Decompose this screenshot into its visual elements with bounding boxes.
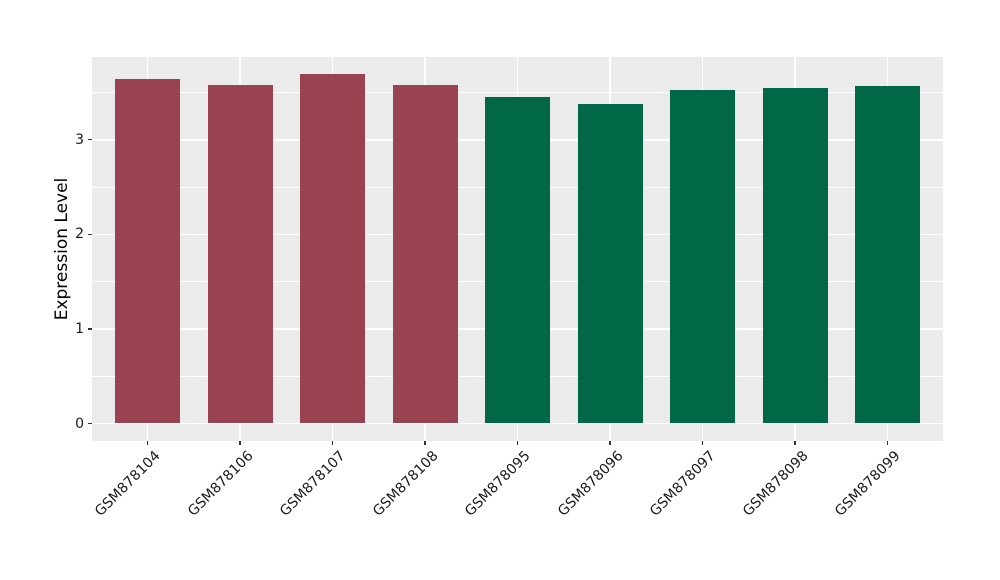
x-tick-mark bbox=[609, 441, 611, 445]
x-tick-mark bbox=[701, 441, 704, 445]
x-tick-mark bbox=[886, 441, 889, 445]
y-tick-mark bbox=[88, 139, 92, 141]
x-tick-mark bbox=[516, 441, 519, 445]
bar-GSM878104 bbox=[115, 79, 180, 424]
x-tick-mark bbox=[146, 441, 149, 445]
y-tick-label: 1 bbox=[75, 320, 84, 337]
x-tick-label: GSM878097 bbox=[647, 448, 719, 520]
x-tick-label: GSM878106 bbox=[184, 448, 257, 520]
bar-GSM878107 bbox=[300, 74, 365, 424]
x-tick-mark bbox=[794, 441, 796, 445]
y-axis-title: Expression Level bbox=[52, 177, 72, 321]
x-tick-label: GSM878108 bbox=[369, 448, 442, 520]
y-tick-label: 3 bbox=[75, 131, 84, 148]
y-tick-label: 2 bbox=[75, 226, 84, 243]
bar-GSM878106 bbox=[207, 84, 273, 424]
y-tick-mark bbox=[88, 233, 92, 236]
x-tick-label: GSM878096 bbox=[554, 448, 627, 520]
x-tick-mark bbox=[239, 441, 241, 445]
x-tick-label: GSM878095 bbox=[462, 448, 534, 520]
bar-GSM878096 bbox=[577, 103, 643, 424]
x-tick-label: GSM878107 bbox=[277, 448, 349, 520]
y-tick-mark bbox=[88, 328, 92, 330]
bar-GSM878108 bbox=[392, 84, 458, 424]
x-tick-mark bbox=[424, 441, 426, 445]
x-tick-label: GSM878099 bbox=[832, 448, 904, 520]
y-tick-label: 0 bbox=[75, 415, 84, 432]
x-tick-label: GSM878098 bbox=[739, 448, 812, 520]
bar-GSM878099 bbox=[855, 85, 920, 424]
plot-panel bbox=[92, 57, 943, 441]
y-tick-mark bbox=[88, 422, 92, 425]
bar-GSM878098 bbox=[762, 87, 828, 424]
x-tick-mark bbox=[331, 441, 334, 445]
x-tick-label: GSM878104 bbox=[92, 448, 164, 520]
bar-GSM878095 bbox=[485, 97, 550, 424]
bar-GSM878097 bbox=[670, 89, 735, 424]
